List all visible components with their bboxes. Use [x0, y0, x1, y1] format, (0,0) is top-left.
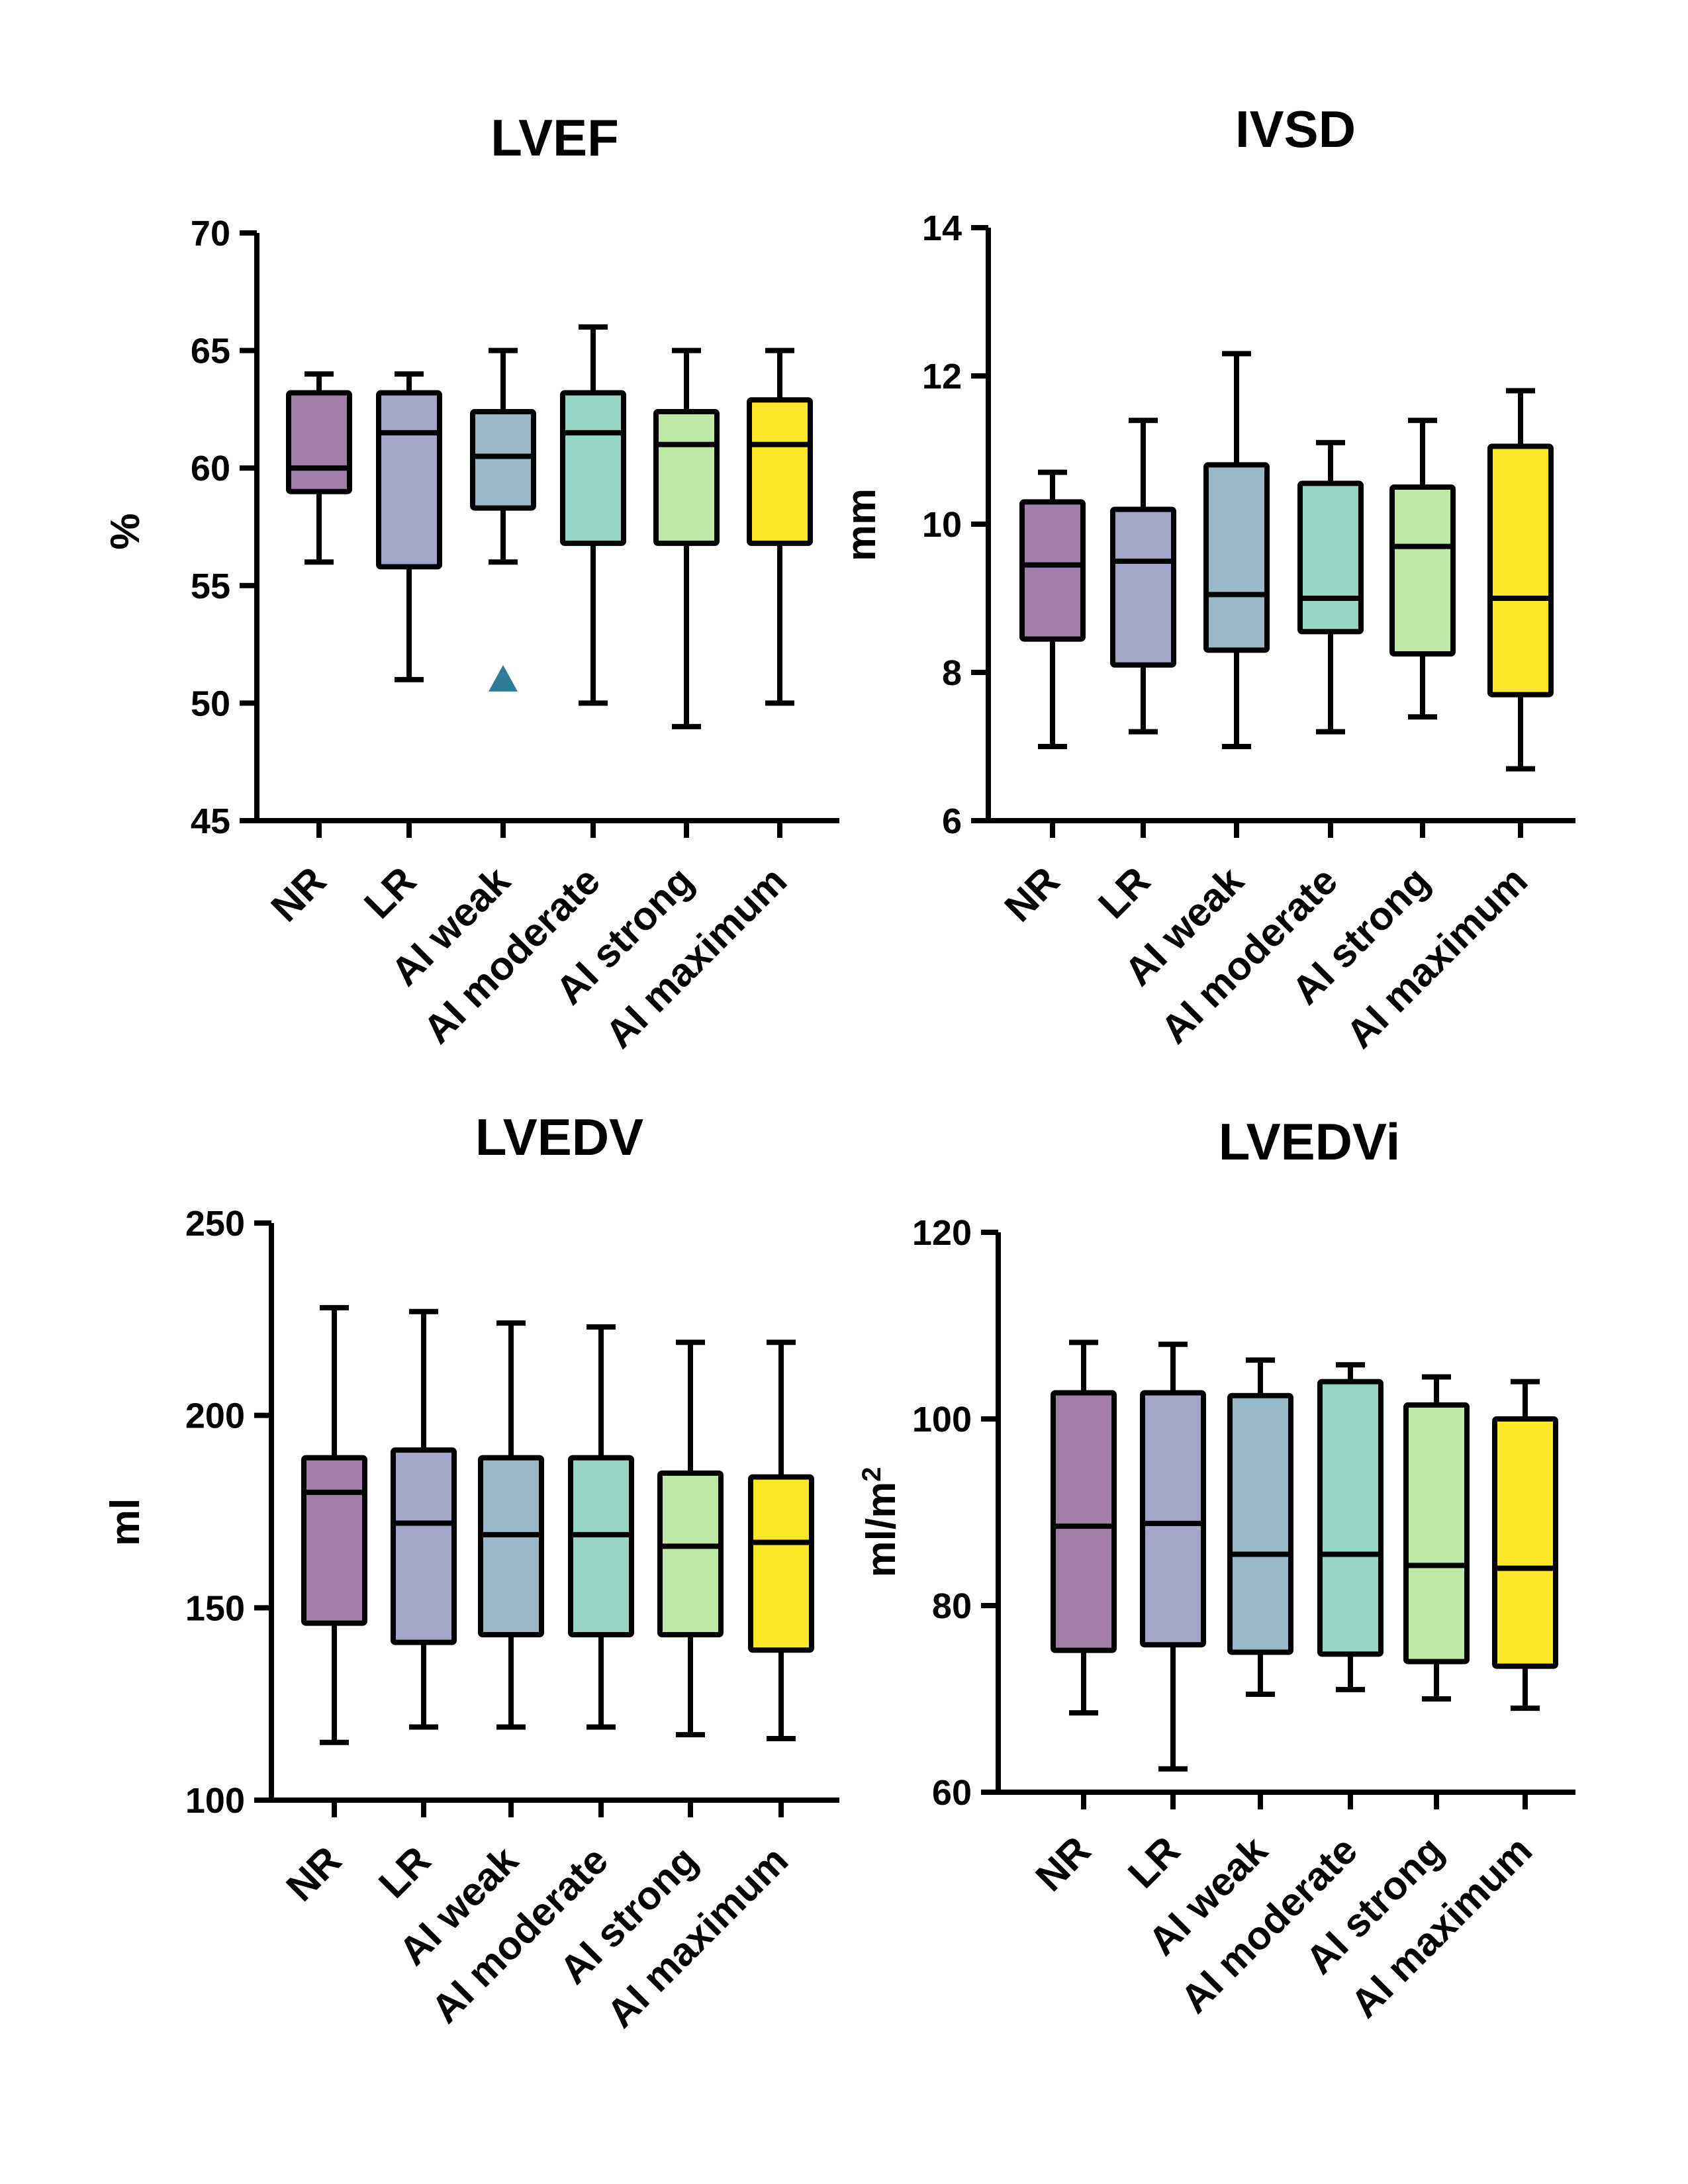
box-ai-maximum [1492, 1416, 1558, 1669]
x-category-label: NR [263, 858, 335, 931]
y-tick-label: 200 [185, 1396, 245, 1436]
y-tick-label: 60 [191, 449, 230, 488]
box-nr [1019, 499, 1086, 642]
box-nr [301, 1455, 367, 1626]
y-tick-label: 55 [191, 567, 230, 606]
y-tick-label: 80 [932, 1586, 972, 1626]
y-axis-label-text: ml/m [859, 1482, 904, 1578]
box-lr [1140, 1390, 1206, 1648]
y-tick-label: 50 [191, 684, 230, 723]
x-category-label: LR [1119, 1828, 1188, 1897]
y-tick-label: 12 [922, 357, 962, 396]
x-category-label: NR [1027, 1828, 1100, 1900]
y-tick-label: 10 [922, 505, 962, 545]
box-lr [376, 390, 442, 570]
y-tick-label: 8 [942, 653, 962, 693]
x-category-label: LR [1090, 858, 1158, 927]
y-tick-label: 65 [191, 332, 230, 371]
box-lr [1110, 506, 1176, 668]
y-axis-label: ml/m2 [857, 1467, 904, 1578]
box-nr [286, 390, 352, 494]
box-ai-weak [1227, 1392, 1293, 1655]
y-tick-label: 60 [932, 1773, 972, 1813]
y-tick-label: 45 [191, 801, 230, 841]
box-ai-moderate [568, 1455, 634, 1638]
box-ai-maximum [747, 397, 813, 546]
chart-title: LVEF [491, 109, 619, 167]
x-category-label: LR [370, 1838, 439, 1907]
y-tick-label: 6 [942, 801, 962, 841]
y-tick-label: 14 [922, 208, 962, 248]
box-ai-moderate [1317, 1379, 1383, 1657]
box-ai-weak [470, 408, 536, 511]
y-axis-label: mm [839, 488, 884, 561]
box-ai-strong [653, 408, 720, 546]
chart-title: IVSD [1235, 100, 1356, 158]
box-ai-maximum [1487, 443, 1554, 698]
box-ai-maximum [748, 1474, 814, 1653]
y-tick-label: 120 [912, 1213, 972, 1253]
y-tick-label: 150 [185, 1588, 245, 1628]
box-ai-strong [657, 1470, 724, 1638]
x-category-label: NR [278, 1838, 350, 1910]
x-category-label: NR [996, 858, 1068, 931]
box-nr [1051, 1390, 1117, 1653]
box-ai-strong [1403, 1402, 1470, 1664]
y-axis-label: % [103, 513, 148, 549]
y-tick-label: 100 [912, 1400, 972, 1439]
box-ai-weak [478, 1455, 544, 1638]
y-tick-label: 100 [185, 1781, 245, 1821]
y-tick-label: 250 [185, 1204, 245, 1244]
box-ai-moderate [560, 390, 626, 546]
box-ai-weak [1203, 462, 1270, 653]
box-ai-strong [1389, 484, 1456, 657]
x-category-label: LR [355, 858, 424, 927]
chart-title: LVEDVi [1219, 1113, 1401, 1171]
y-axis-label: ml [103, 1498, 148, 1546]
box-lr [391, 1447, 457, 1645]
outlier-marker [489, 664, 518, 692]
chart-title: LVEDV [475, 1108, 643, 1166]
box-ai-moderate [1297, 480, 1364, 635]
y-tick-label: 70 [191, 214, 230, 253]
y-axis-label-superscript: 2 [857, 1467, 886, 1482]
